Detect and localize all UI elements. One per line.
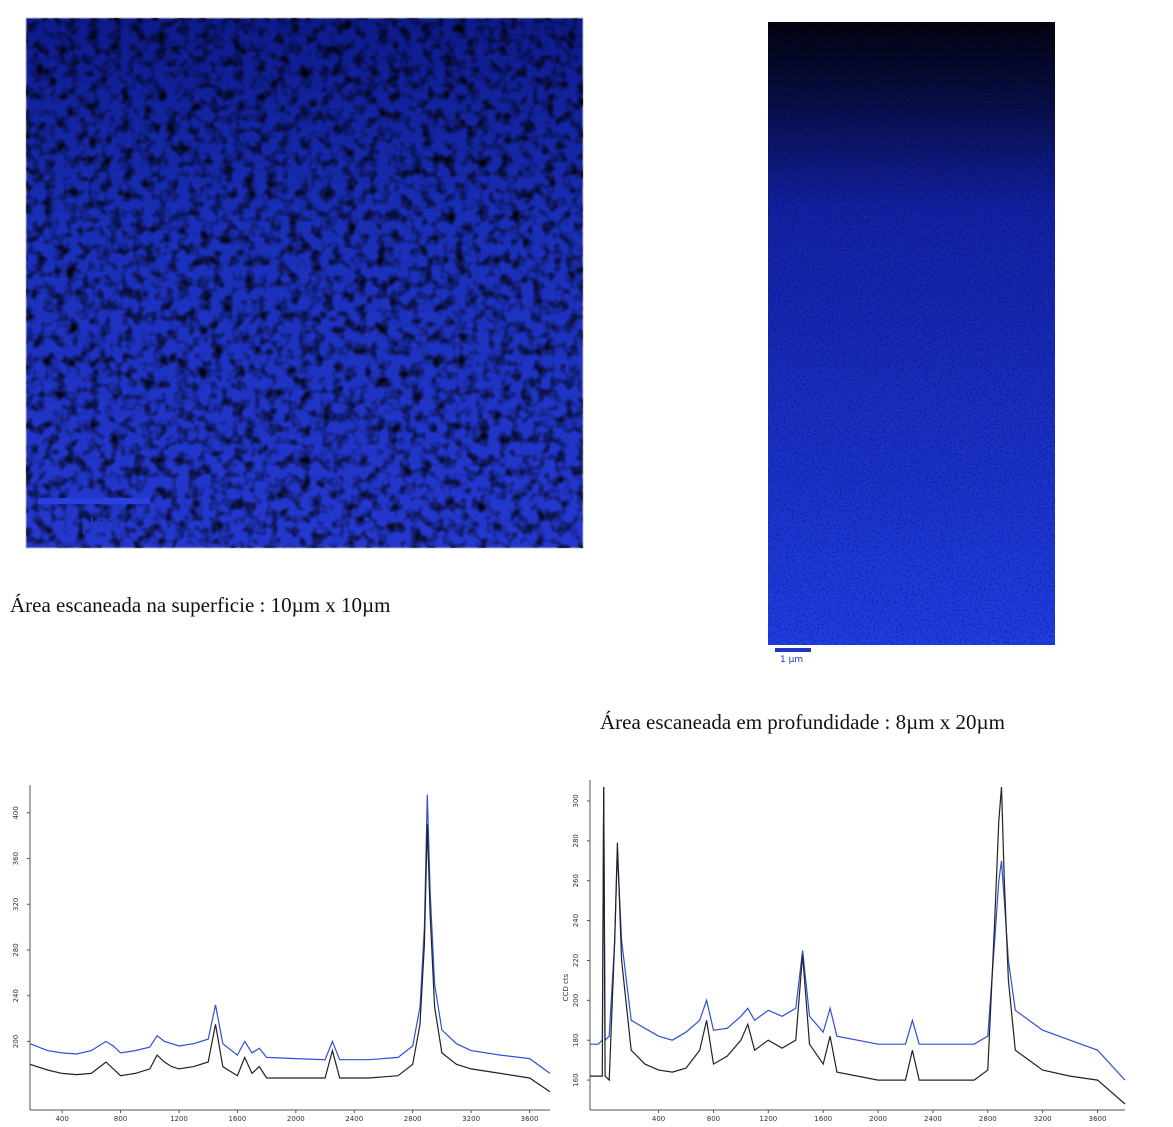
x-tick-label: 3200 — [462, 1115, 480, 1123]
x-tick-label: 800 — [114, 1115, 127, 1123]
y-tick-label: 200 — [572, 994, 580, 1007]
image-texture — [768, 22, 1055, 645]
x-tick-label: 2400 — [345, 1115, 363, 1123]
y-tick-label: 320 — [12, 898, 20, 911]
y-tick-label: 280 — [572, 834, 580, 847]
x-tick-label: 800 — [707, 1115, 720, 1123]
image-caption: Área escaneada na superficie : 10µm x 10… — [10, 593, 390, 617]
y-tick-label: 160 — [572, 1073, 580, 1086]
y-tick-label: 220 — [572, 954, 580, 967]
spectrum-line — [590, 786, 1126, 1081]
y-tick-label: 180 — [572, 1034, 580, 1047]
y-tick-label: 240 — [572, 914, 580, 927]
spectrum-line — [29, 824, 551, 1093]
x-tick-label: 2000 — [869, 1115, 887, 1123]
image-caption: Área escaneada em profundidade : 8µm x 2… — [600, 710, 1005, 734]
y-tick-label: 300 — [572, 794, 580, 807]
y-tick-label: 400 — [12, 806, 20, 819]
x-tick-label: 1200 — [170, 1115, 188, 1123]
x-tick-label: 3600 — [1089, 1115, 1107, 1123]
x-tick-label: 3200 — [1034, 1115, 1052, 1123]
y-tick-label: 240 — [12, 989, 20, 1002]
scale-bar — [775, 648, 811, 652]
y-tick-label: 280 — [12, 943, 20, 956]
x-tick-label: 1600 — [229, 1115, 247, 1123]
spectrum-line — [29, 794, 551, 1074]
image-texture — [26, 18, 583, 548]
x-tick-label: 3600 — [521, 1115, 539, 1123]
y-tick-label: 360 — [12, 852, 20, 865]
y-tick-label: 260 — [572, 874, 580, 887]
x-tick-label: 400 — [652, 1115, 665, 1123]
scale-bar — [38, 498, 150, 504]
spectrum-line — [590, 786, 1126, 1105]
y-axis-label: CCD cts — [562, 973, 570, 1001]
scale-bar-label: 2 µm — [60, 511, 116, 536]
y-tick-label: 200 — [12, 1035, 20, 1048]
x-tick-label: 2800 — [404, 1115, 422, 1123]
x-tick-label: 1200 — [759, 1115, 777, 1123]
x-tick-label: 1600 — [814, 1115, 832, 1123]
x-tick-label: 2000 — [287, 1115, 305, 1123]
scale-bar-label: 1 µm — [780, 655, 803, 665]
x-tick-label: 400 — [55, 1115, 68, 1123]
x-tick-label: 2400 — [924, 1115, 942, 1123]
x-tick-label: 2800 — [979, 1115, 997, 1123]
